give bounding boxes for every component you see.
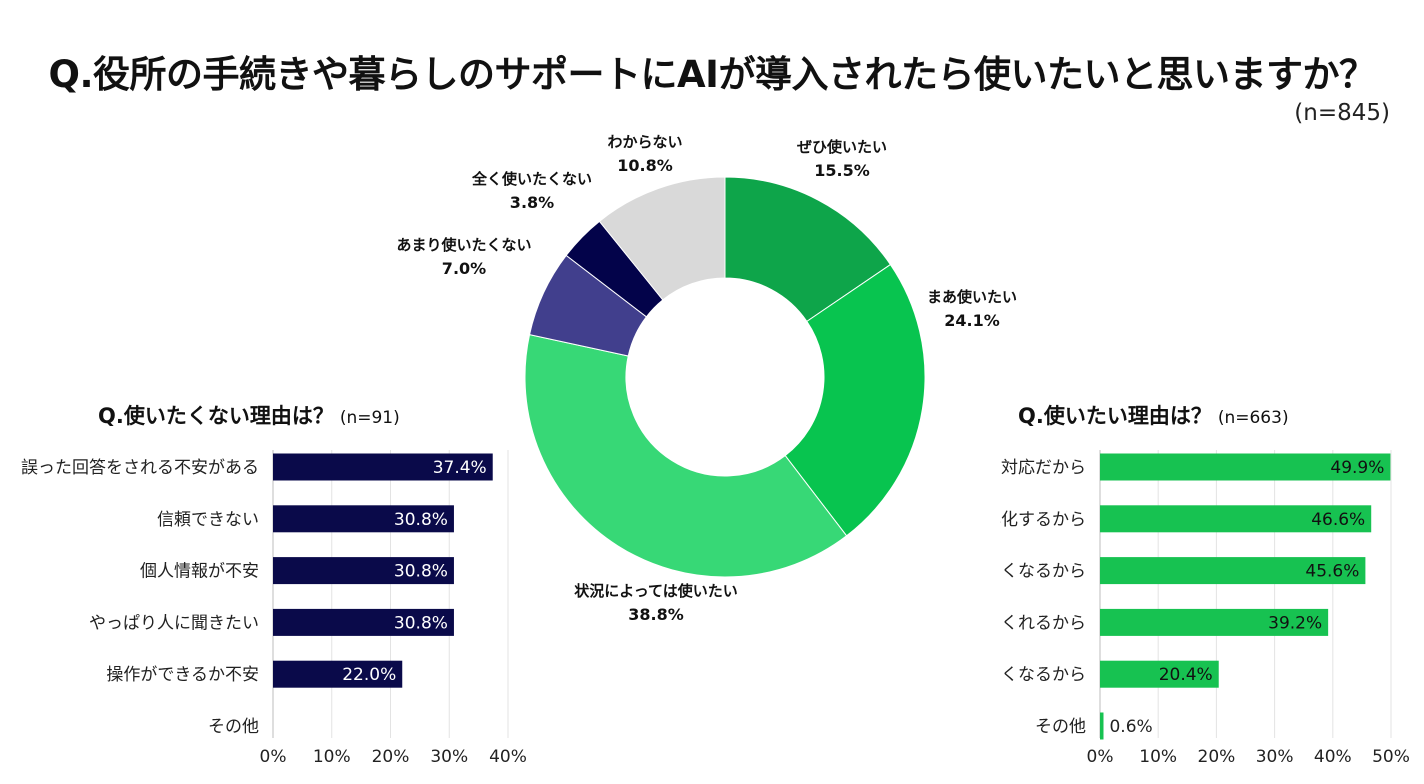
category-label: その他 (1035, 717, 1086, 737)
category-label: 信頼できない (157, 510, 259, 530)
donut-label-pct: 3.8% (509, 193, 555, 212)
category-label: 誤った回答をされる不安がある (21, 458, 259, 478)
value-label: 45.6% (1305, 562, 1359, 582)
value-label: 37.4% (433, 458, 487, 478)
donut-label-very-want: ぜひ使いたい 15.5% (797, 136, 887, 182)
category-label: 24時間対応だから (1000, 458, 1086, 478)
category-label: 手続きが効率化するから (1000, 510, 1086, 530)
value-label: 20.4% (1159, 665, 1213, 685)
bar (1100, 660, 1219, 688)
tick-label: 20% (372, 747, 410, 767)
left-chart-n: (n=91) (339, 408, 400, 428)
donut-label-not-much: あまり使いたくない 7.0% (396, 234, 531, 280)
bar (1100, 557, 1366, 585)
bar (273, 505, 454, 533)
value-label: 30.8% (394, 562, 448, 582)
bar (273, 453, 493, 481)
donut-label-depends: 状況によっては使いたい 38.8% (574, 580, 738, 626)
category-label: 個人情報が不安 (140, 562, 259, 582)
value-label: 0.6% (1109, 717, 1152, 737)
right-chart-title: Q.使いたい理由は？ (n=663) (1018, 400, 1289, 430)
left-chart-title: Q.使いたくない理由は？ (n=91) (98, 400, 400, 430)
bar (1100, 712, 1104, 740)
donut-slice (598, 176, 726, 301)
bar-chart-reasons-use: 24時間対応だから 49.9% 手続きが効率化するから 46.6% 待ち時間がなくなるか… (1000, 450, 1410, 767)
donut-slice (724, 176, 892, 323)
bar (273, 660, 403, 688)
donut-slice (524, 334, 848, 578)
tick-label: 0% (260, 747, 287, 767)
donut-slice (528, 254, 648, 357)
value-label: 30.8% (394, 510, 448, 530)
donut-label-pct: 15.5% (814, 161, 870, 180)
donut-label-name: ぜひ使いたい (796, 138, 888, 156)
donut-label-pct: 7.0% (441, 259, 487, 278)
bar (273, 557, 454, 585)
category-label: 待ち時間がなくなるから (1000, 562, 1086, 582)
bar (1100, 608, 1329, 636)
value-label: 30.8% (394, 613, 448, 633)
donut-slice (784, 263, 926, 537)
category-label: その他 (208, 717, 259, 737)
bar (273, 608, 454, 636)
value-label: 46.6% (1311, 510, 1365, 530)
donut-label-pct: 38.8% (628, 605, 684, 624)
bar (1100, 453, 1391, 481)
donut-label-name: あまり使いたくない (396, 236, 532, 254)
donut-slice (565, 220, 664, 318)
value-label: 22.0% (342, 665, 396, 685)
sample-size: (n=845) (1294, 100, 1390, 126)
tick-label: 30% (430, 747, 468, 767)
donut-label-name: まあ使いたい (926, 288, 1018, 306)
bar-chart-reasons-not-use: 誤った回答をされる不安がある 37.4% 信頼できない 30.8% 個人情報が不安 30.… (21, 450, 527, 767)
page-title: Q.役所の手続きや暮らしのサポートにAIが導入されたら使いたいと思いますか？ (48, 53, 1376, 96)
value-label: 39.2% (1268, 613, 1322, 633)
tick-label: 10% (313, 747, 351, 767)
tick-label: 30% (1256, 747, 1294, 767)
donut-label-not-at-all: 全く使いたくない 3.8% (472, 168, 592, 214)
bar (1100, 505, 1372, 533)
donut-label-name: 状況によっては使いたい (574, 582, 738, 600)
donut-label-name: 全く使いたくない (471, 170, 593, 188)
donut-label-pct: 10.8% (617, 156, 673, 175)
donut-label-name: わからない (607, 133, 683, 151)
right-chart-n: (n=663) (1217, 408, 1289, 428)
category-label: 情報にアクセスしやすくなるから (1000, 665, 1086, 685)
donut-label-pct: 24.1% (944, 311, 1000, 330)
category-label: わかりやすく教えてくれるから (1000, 613, 1086, 633)
tick-label: 20% (1198, 747, 1236, 767)
category-label: 操作ができるか不安 (106, 665, 259, 685)
donut-label-unknown: わからない 10.8% (607, 131, 682, 177)
tick-label: 40% (1314, 747, 1352, 767)
right-chart-title-text: Q.使いたい理由は？ (1018, 404, 1212, 428)
value-label: 49.9% (1330, 458, 1384, 478)
category-label: やっぱり人に聞きたい (89, 613, 259, 633)
tick-label: 40% (489, 747, 527, 767)
tick-label: 0% (1087, 747, 1114, 767)
left-chart-title-text: Q.使いたくない理由は？ (98, 404, 334, 428)
tick-label: 10% (1139, 747, 1177, 767)
tick-label: 50% (1372, 747, 1410, 767)
donut-label-somewhat-want: まあ使いたい 24.1% (927, 286, 1017, 332)
